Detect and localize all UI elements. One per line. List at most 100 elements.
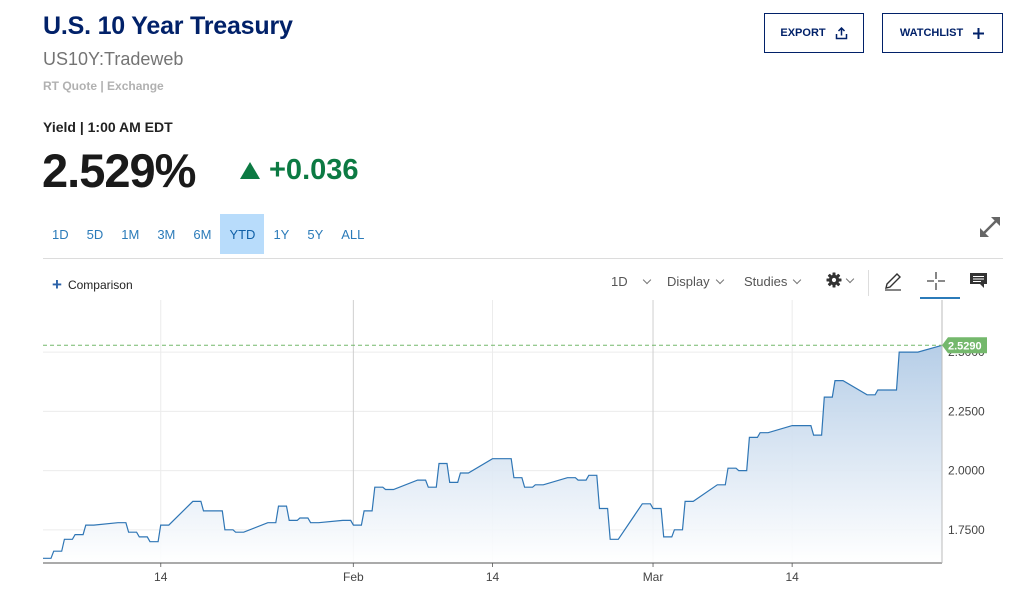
data-point: [383, 488, 387, 492]
data-point: [672, 528, 676, 532]
quote-source-label: RT Quote | Exchange: [43, 79, 164, 93]
watchlist-button[interactable]: WATCHLIST: [882, 13, 1003, 53]
settings-dropdown[interactable]: [826, 272, 855, 288]
display-label: Display: [667, 274, 710, 289]
data-point: [298, 516, 302, 520]
interval-dropdown[interactable]: 1D: [611, 274, 651, 289]
data-point: [448, 480, 452, 484]
last-value-label: 2.5290: [948, 340, 982, 352]
x-tick-label: Feb: [343, 570, 364, 584]
data-point: [223, 528, 227, 532]
pencil-icon[interactable]: [883, 271, 903, 291]
data-point: [341, 518, 345, 522]
data-point: [362, 509, 366, 513]
data-point: [886, 388, 890, 392]
data-point: [212, 509, 216, 513]
y-tick-label: 2.2500: [948, 404, 985, 418]
data-point: [426, 485, 430, 489]
range-tab-3m[interactable]: 3M: [157, 226, 176, 242]
toolbar-divider: [43, 258, 1003, 259]
data-point: [790, 424, 794, 428]
x-tick-label: Mar: [643, 570, 664, 584]
data-point: [491, 457, 495, 461]
data-point: [608, 537, 612, 541]
interval-label: 1D: [611, 274, 628, 289]
studies-dropdown[interactable]: Studies: [744, 274, 802, 289]
crosshair-active-indicator: [920, 297, 960, 299]
data-point: [351, 523, 355, 527]
expand-arrows-icon[interactable]: [977, 214, 1003, 240]
share-upload-icon: [835, 26, 847, 39]
data-point: [501, 457, 505, 461]
data-point: [266, 521, 270, 525]
data-point: [73, 533, 77, 537]
price-change: +0.036: [240, 154, 359, 187]
data-point: [41, 556, 45, 560]
range-tab-6m[interactable]: 6M: [193, 226, 212, 242]
data-point: [287, 518, 291, 522]
data-point: [812, 433, 816, 437]
up-arrow-icon: [240, 162, 260, 179]
data-point: [533, 483, 537, 487]
y-tick-label: 1.7500: [948, 523, 985, 537]
data-point: [523, 485, 527, 489]
symbol-label: US10Y:Tradeweb: [43, 49, 184, 69]
watchlist-label: WATCHLIST: [899, 27, 964, 39]
data-point: [876, 388, 880, 392]
range-tab-5y[interactable]: 5Y: [307, 226, 324, 242]
data-point: [416, 478, 420, 482]
data-point: [458, 471, 462, 475]
data-point: [662, 535, 666, 539]
data-point: [822, 395, 826, 399]
data-point: [801, 424, 805, 428]
data-point: [565, 476, 569, 480]
time-range-tabs: 1D 5D 1M 3M 6M YTD 1Y 5Y ALL: [43, 214, 373, 254]
export-label: EXPORT: [780, 27, 826, 39]
export-button[interactable]: EXPORT: [764, 13, 864, 53]
data-point: [148, 540, 152, 544]
last-value-tag-shape: [942, 337, 987, 354]
data-point: [715, 483, 719, 487]
range-tab-1d[interactable]: 1D: [52, 226, 69, 242]
last-value-tag: 2.5290: [942, 337, 987, 354]
studies-label: Studies: [744, 274, 788, 289]
data-point: [640, 502, 644, 506]
plus-icon: +: [52, 275, 62, 294]
yield-area-fill: [43, 345, 942, 563]
data-point: [865, 393, 869, 397]
crosshair-icon[interactable]: [926, 271, 946, 291]
data-point: [747, 435, 751, 439]
page-title: U.S. 10 Year Treasury: [43, 12, 293, 40]
data-point: [833, 379, 837, 383]
data-point: [202, 509, 206, 513]
data-point: [737, 469, 741, 473]
data-point: [276, 504, 280, 508]
data-point: [62, 537, 66, 541]
range-tab-1m[interactable]: 1M: [121, 226, 140, 242]
gear-icon: [826, 272, 842, 288]
x-tick-label: 14: [486, 570, 500, 584]
data-point: [52, 549, 56, 553]
data-point: [576, 478, 580, 482]
data-point: [897, 350, 901, 354]
data-point: [116, 521, 120, 525]
change-value: +0.036: [269, 154, 359, 186]
data-point: [598, 507, 602, 511]
range-tab-ytd[interactable]: YTD: [220, 214, 265, 254]
range-tab-1y[interactable]: 1Y: [273, 226, 290, 242]
range-tab-5d[interactable]: 5D: [86, 226, 104, 242]
x-tick-label: 14: [785, 570, 799, 584]
data-point: [758, 431, 762, 435]
data-point: [512, 476, 516, 480]
comparison-button[interactable]: + Comparison: [52, 275, 133, 294]
data-point: [683, 499, 687, 503]
data-point: [309, 521, 313, 525]
data-point: [651, 507, 655, 511]
display-dropdown[interactable]: Display: [667, 274, 724, 289]
data-point: [127, 530, 131, 534]
comment-icon[interactable]: [969, 272, 988, 290]
y-tick-label: 2.0000: [948, 464, 985, 478]
range-tab-all[interactable]: ALL: [341, 226, 365, 242]
data-point: [84, 523, 88, 527]
